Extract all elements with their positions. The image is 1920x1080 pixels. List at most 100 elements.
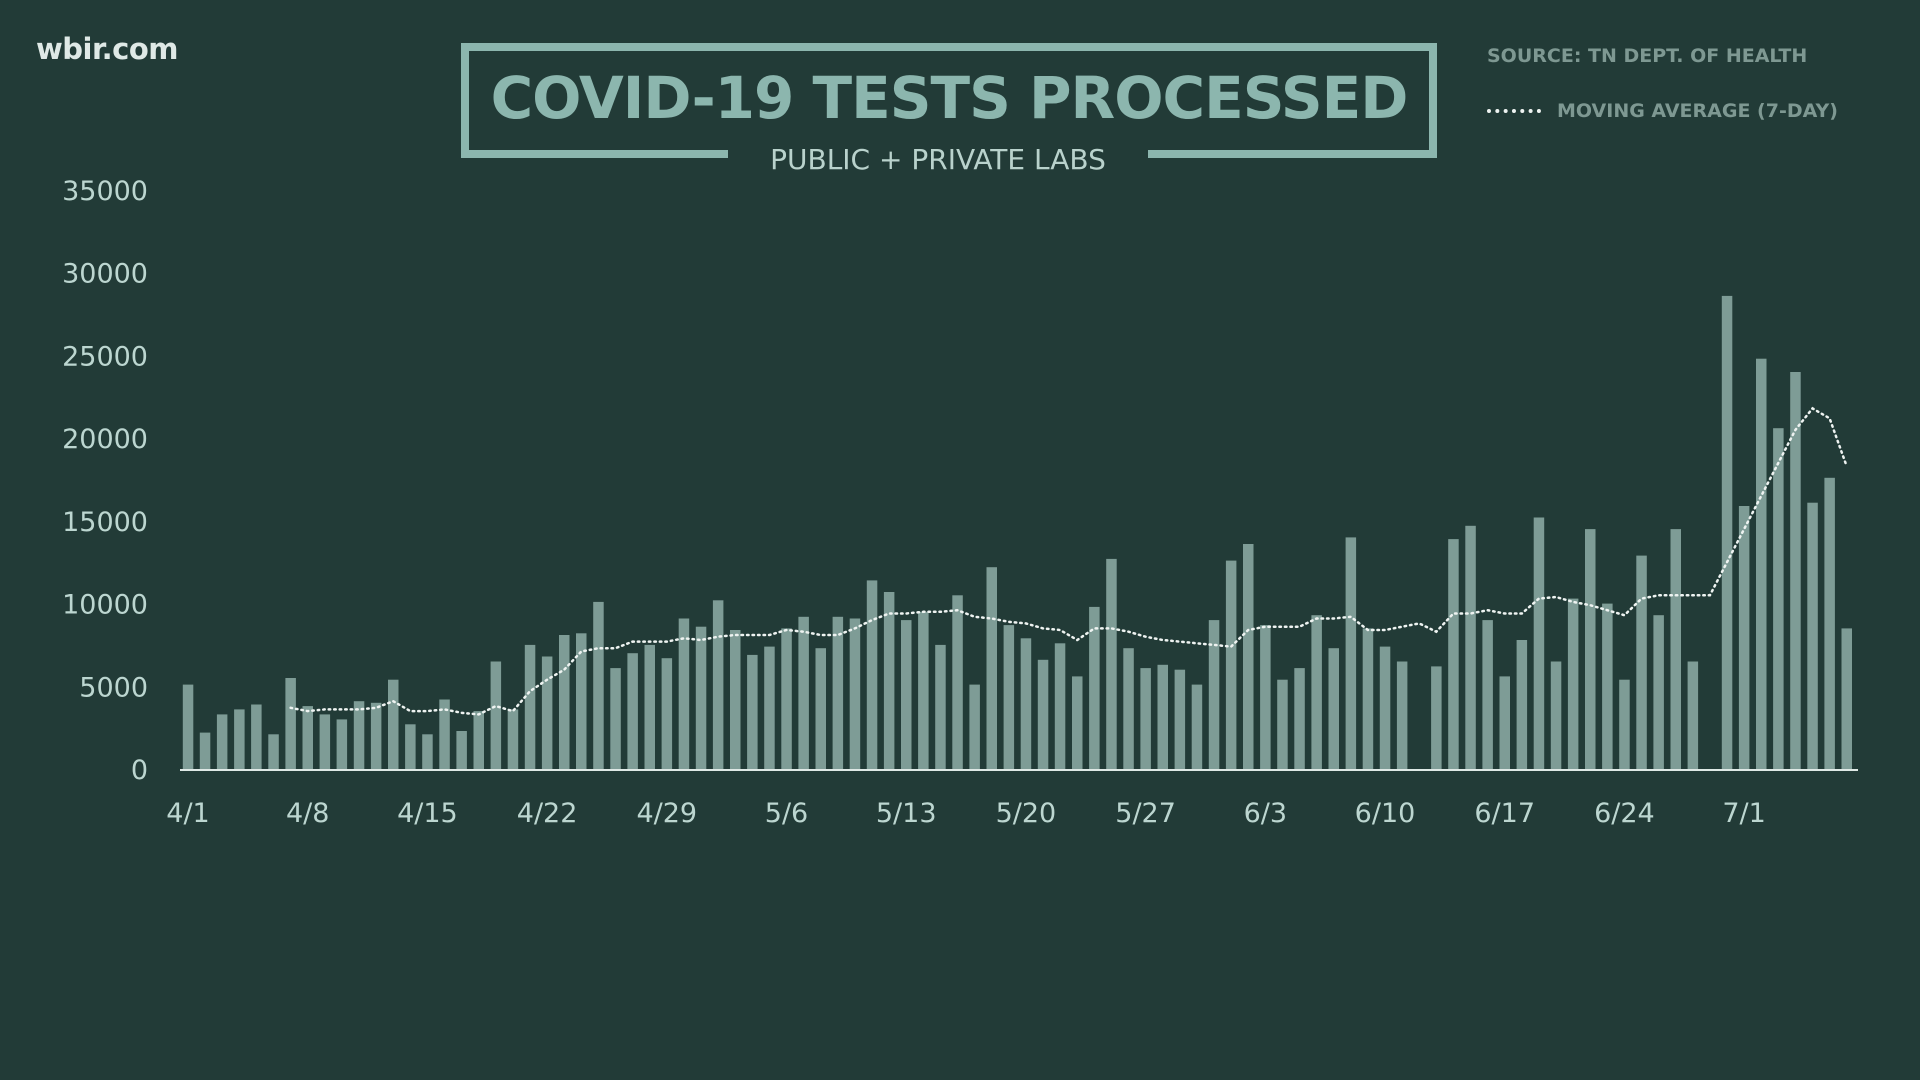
bar — [1072, 676, 1083, 769]
x-tick-label: 6/17 — [1474, 798, 1535, 829]
bar — [1807, 502, 1818, 769]
bar — [593, 601, 604, 769]
bar — [610, 668, 621, 769]
bar — [1431, 666, 1442, 769]
bar — [712, 600, 724, 769]
bar — [422, 734, 433, 769]
y-tick-label: 20000 — [62, 424, 148, 455]
bar — [1602, 603, 1613, 769]
bar — [1054, 643, 1066, 769]
bar — [456, 731, 467, 769]
bar — [1687, 661, 1699, 769]
bar — [695, 626, 707, 769]
bar — [730, 630, 741, 769]
bar — [302, 706, 313, 769]
bar-series — [182, 295, 1852, 769]
bar — [986, 567, 997, 769]
x-tick-label: 6/3 — [1244, 798, 1287, 829]
y-axis-tick-labels: 0 5000 10000 15000 20000 25000 30000 35000 — [62, 176, 148, 786]
bar — [353, 701, 365, 769]
chart-title: COVID-19 TESTS PROCESSED — [490, 64, 1409, 132]
bar — [1037, 659, 1049, 769]
bar — [1003, 625, 1015, 769]
legend-label: MOVING AVERAGE (7-DAY) — [1557, 100, 1838, 122]
legend-dotted-line-swatch — [1487, 109, 1541, 113]
x-tick-label: 7/1 — [1722, 798, 1765, 829]
bar — [1448, 539, 1459, 769]
bar — [781, 628, 792, 769]
x-tick-label: 6/10 — [1355, 798, 1416, 829]
y-tick-label: 5000 — [79, 672, 148, 703]
bar — [815, 648, 826, 769]
bar — [216, 714, 228, 769]
bar — [1243, 544, 1254, 769]
bar — [251, 704, 262, 769]
bar — [764, 646, 775, 769]
bar — [798, 616, 809, 769]
bar — [935, 644, 946, 769]
bar — [473, 711, 484, 769]
bar — [439, 699, 450, 769]
moving-average-line — [289, 406, 1848, 716]
x-tick-label: 4/1 — [166, 798, 209, 829]
bar — [1619, 679, 1630, 769]
bar — [849, 618, 861, 769]
x-tick-label: 5/13 — [876, 798, 937, 829]
bar — [1191, 684, 1203, 769]
bar — [644, 644, 655, 769]
bar — [1089, 606, 1100, 769]
legend: MOVING AVERAGE (7-DAY) — [1487, 100, 1838, 122]
bar — [541, 656, 553, 769]
bar — [336, 719, 348, 769]
y-tick-label: 25000 — [62, 341, 148, 372]
bar — [405, 724, 416, 769]
y-tick-label: 30000 — [62, 259, 148, 290]
bar — [524, 644, 536, 769]
y-tick-label: 0 — [131, 755, 148, 786]
bar — [969, 684, 980, 769]
chart-subtitle: PUBLIC + PRIVATE LABS — [728, 140, 1148, 180]
bar — [1738, 506, 1750, 769]
bar — [490, 661, 502, 769]
bar — [1585, 529, 1596, 769]
bar — [1790, 372, 1801, 769]
bar — [1157, 664, 1168, 769]
y-tick-label: 15000 — [62, 507, 148, 538]
bar — [1260, 625, 1271, 769]
bar — [1824, 477, 1835, 769]
x-tick-label: 4/15 — [397, 798, 458, 829]
bar — [1670, 529, 1681, 769]
bar — [388, 679, 399, 769]
x-tick-label: 6/24 — [1594, 798, 1655, 829]
bar — [1721, 295, 1733, 769]
bar — [1636, 555, 1647, 769]
x-tick-label: 4/29 — [636, 798, 697, 829]
bar — [285, 678, 296, 769]
bar — [678, 618, 690, 769]
bar — [1550, 661, 1562, 769]
bar — [1311, 615, 1322, 769]
bar — [234, 709, 245, 769]
bar — [1653, 615, 1664, 769]
bar — [1106, 558, 1117, 769]
bar — [832, 616, 844, 769]
y-tick-label: 35000 — [62, 176, 148, 207]
bar — [199, 732, 211, 769]
bar — [1465, 525, 1476, 769]
source-note: SOURCE: TN DEPT. OF HEALTH — [1487, 45, 1808, 67]
bar — [1396, 661, 1408, 769]
bar — [1482, 620, 1493, 769]
bar — [661, 658, 673, 769]
bar — [1345, 537, 1357, 769]
bar — [918, 611, 929, 769]
bar — [1174, 669, 1186, 769]
x-axis-tick-labels: 4/1 4/8 4/15 4/22 4/29 5/6 5/13 5/20 5/27 6/3 6/10… — [166, 798, 1766, 829]
bar — [1379, 646, 1391, 769]
bar — [1225, 560, 1237, 769]
bar — [1362, 628, 1374, 769]
bar — [559, 635, 570, 769]
bar — [370, 702, 382, 769]
bar — [1756, 358, 1767, 769]
x-tick-label: 5/27 — [1115, 798, 1176, 829]
